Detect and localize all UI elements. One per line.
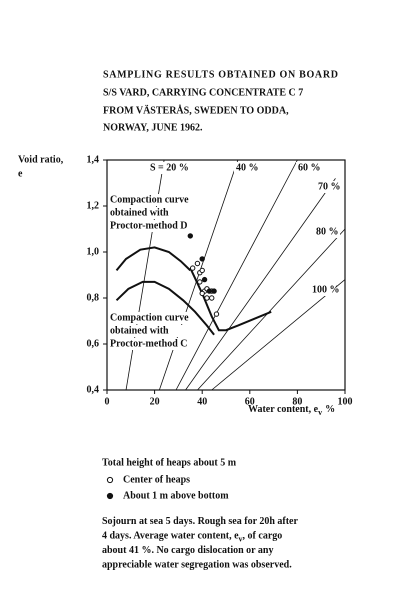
label-bg <box>234 162 260 174</box>
saturation-line <box>211 279 346 391</box>
saturation-line <box>197 228 346 391</box>
y-tick-label: 0,4 <box>87 384 100 395</box>
y-tick-label: 0,8 <box>87 292 100 303</box>
y-label: Void ratio, <box>18 154 64 165</box>
point <box>187 233 194 239</box>
curve-label: Proctor-method C <box>110 338 187 349</box>
x-label-part: % <box>325 404 335 415</box>
saturation-line <box>175 159 298 391</box>
note-line: Sojourn at sea 5 days. Rough sea for 20h… <box>102 516 298 527</box>
compaction-curve <box>115 280 215 336</box>
legend-label: Center of heaps <box>123 474 190 485</box>
line-label: S = 20 % <box>150 162 189 173</box>
note-part: appreciable water segregation was observ… <box>102 560 292 571</box>
label-bg <box>314 226 340 238</box>
point <box>213 311 220 317</box>
header-line: FROM VÄSTERÅS, SWEDEN TO ODDA, <box>103 103 289 116</box>
label-bg <box>296 162 322 174</box>
line-label: 40 % <box>236 162 259 173</box>
label-bg <box>109 312 187 324</box>
line-label: 100 % <box>312 284 340 295</box>
x-tick-label: 60 <box>245 396 255 407</box>
point <box>201 276 208 283</box>
header-line: S/S VARD, CARRYING CONCENTRATE C 7 <box>103 87 303 98</box>
label-bg <box>310 284 336 296</box>
note-part: v <box>239 534 243 543</box>
x-tick-label: 80 <box>292 396 302 407</box>
point <box>189 265 196 271</box>
label-bg <box>109 325 187 337</box>
x-label-part: v <box>318 408 322 417</box>
point <box>211 288 217 294</box>
label-bg <box>316 181 342 193</box>
line-label: 80 % <box>316 226 339 237</box>
legend-marker <box>106 476 114 484</box>
note-part: about 41 %. No cargo dislocation or any <box>102 545 274 556</box>
compaction-curve <box>115 246 191 272</box>
point <box>206 288 213 294</box>
curve-label: obtained with <box>110 207 169 218</box>
note-part: Sojourn at sea 5 days. Rough sea for 20h… <box>102 516 298 527</box>
x-label-part: Water content, e <box>248 404 319 415</box>
y-label: e <box>18 168 23 179</box>
note-part: 4 days. Average water content, e <box>102 531 239 542</box>
point <box>194 260 201 267</box>
line-label: 70 % <box>318 181 341 192</box>
point <box>204 295 210 301</box>
saturation-line <box>185 178 336 391</box>
x-label: Water content, ev% <box>248 404 335 417</box>
label-bg <box>109 338 187 350</box>
header-line: NORWAY, JUNE 1962. <box>103 122 203 133</box>
x-tick-label: 20 <box>150 396 160 407</box>
x-tick-label: 100 <box>338 396 353 407</box>
point <box>199 267 205 274</box>
curve-label: Compaction curve <box>110 194 189 205</box>
note-line: about 41 %. No cargo dislocation or any <box>102 545 274 556</box>
line-label: 60 % <box>298 162 321 173</box>
y-tick-label: 1,0 <box>87 246 100 257</box>
curve-label: Proctor-method D <box>110 220 187 231</box>
label-bg <box>109 207 187 219</box>
x-tick-label: 0 <box>105 396 110 407</box>
note: Total height of heaps about 5 m <box>102 457 237 468</box>
note-line: appreciable water segregation was observ… <box>102 560 292 571</box>
legend-label: About 1 m above bottom <box>123 490 229 501</box>
y-tick-label: 1,4 <box>87 154 100 165</box>
compaction-curve <box>189 267 272 332</box>
header: SAMPLING RESULTS OBTAINED ON BOARD S/S V… <box>103 69 338 133</box>
header-line: SAMPLING RESULTS OBTAINED ON BOARD <box>103 69 338 80</box>
curve-label: obtained with <box>110 325 169 336</box>
x-tick-label: 40 <box>197 396 207 407</box>
label-bg <box>148 162 192 174</box>
note-part: , of cargo <box>243 531 283 542</box>
label-bg <box>109 220 187 232</box>
point <box>199 290 205 297</box>
point <box>199 256 205 262</box>
label-bg <box>109 194 187 206</box>
point <box>209 295 215 301</box>
y-tick-label: 0,6 <box>87 338 100 349</box>
curve-label: Compaction curve <box>110 312 189 323</box>
note-line: 4 days. Average water content, ev, of ca… <box>102 531 282 544</box>
point <box>197 279 203 285</box>
y-tick-label: 1,2 <box>87 200 100 211</box>
legend-marker <box>106 492 114 500</box>
plot-frame <box>106 159 346 391</box>
